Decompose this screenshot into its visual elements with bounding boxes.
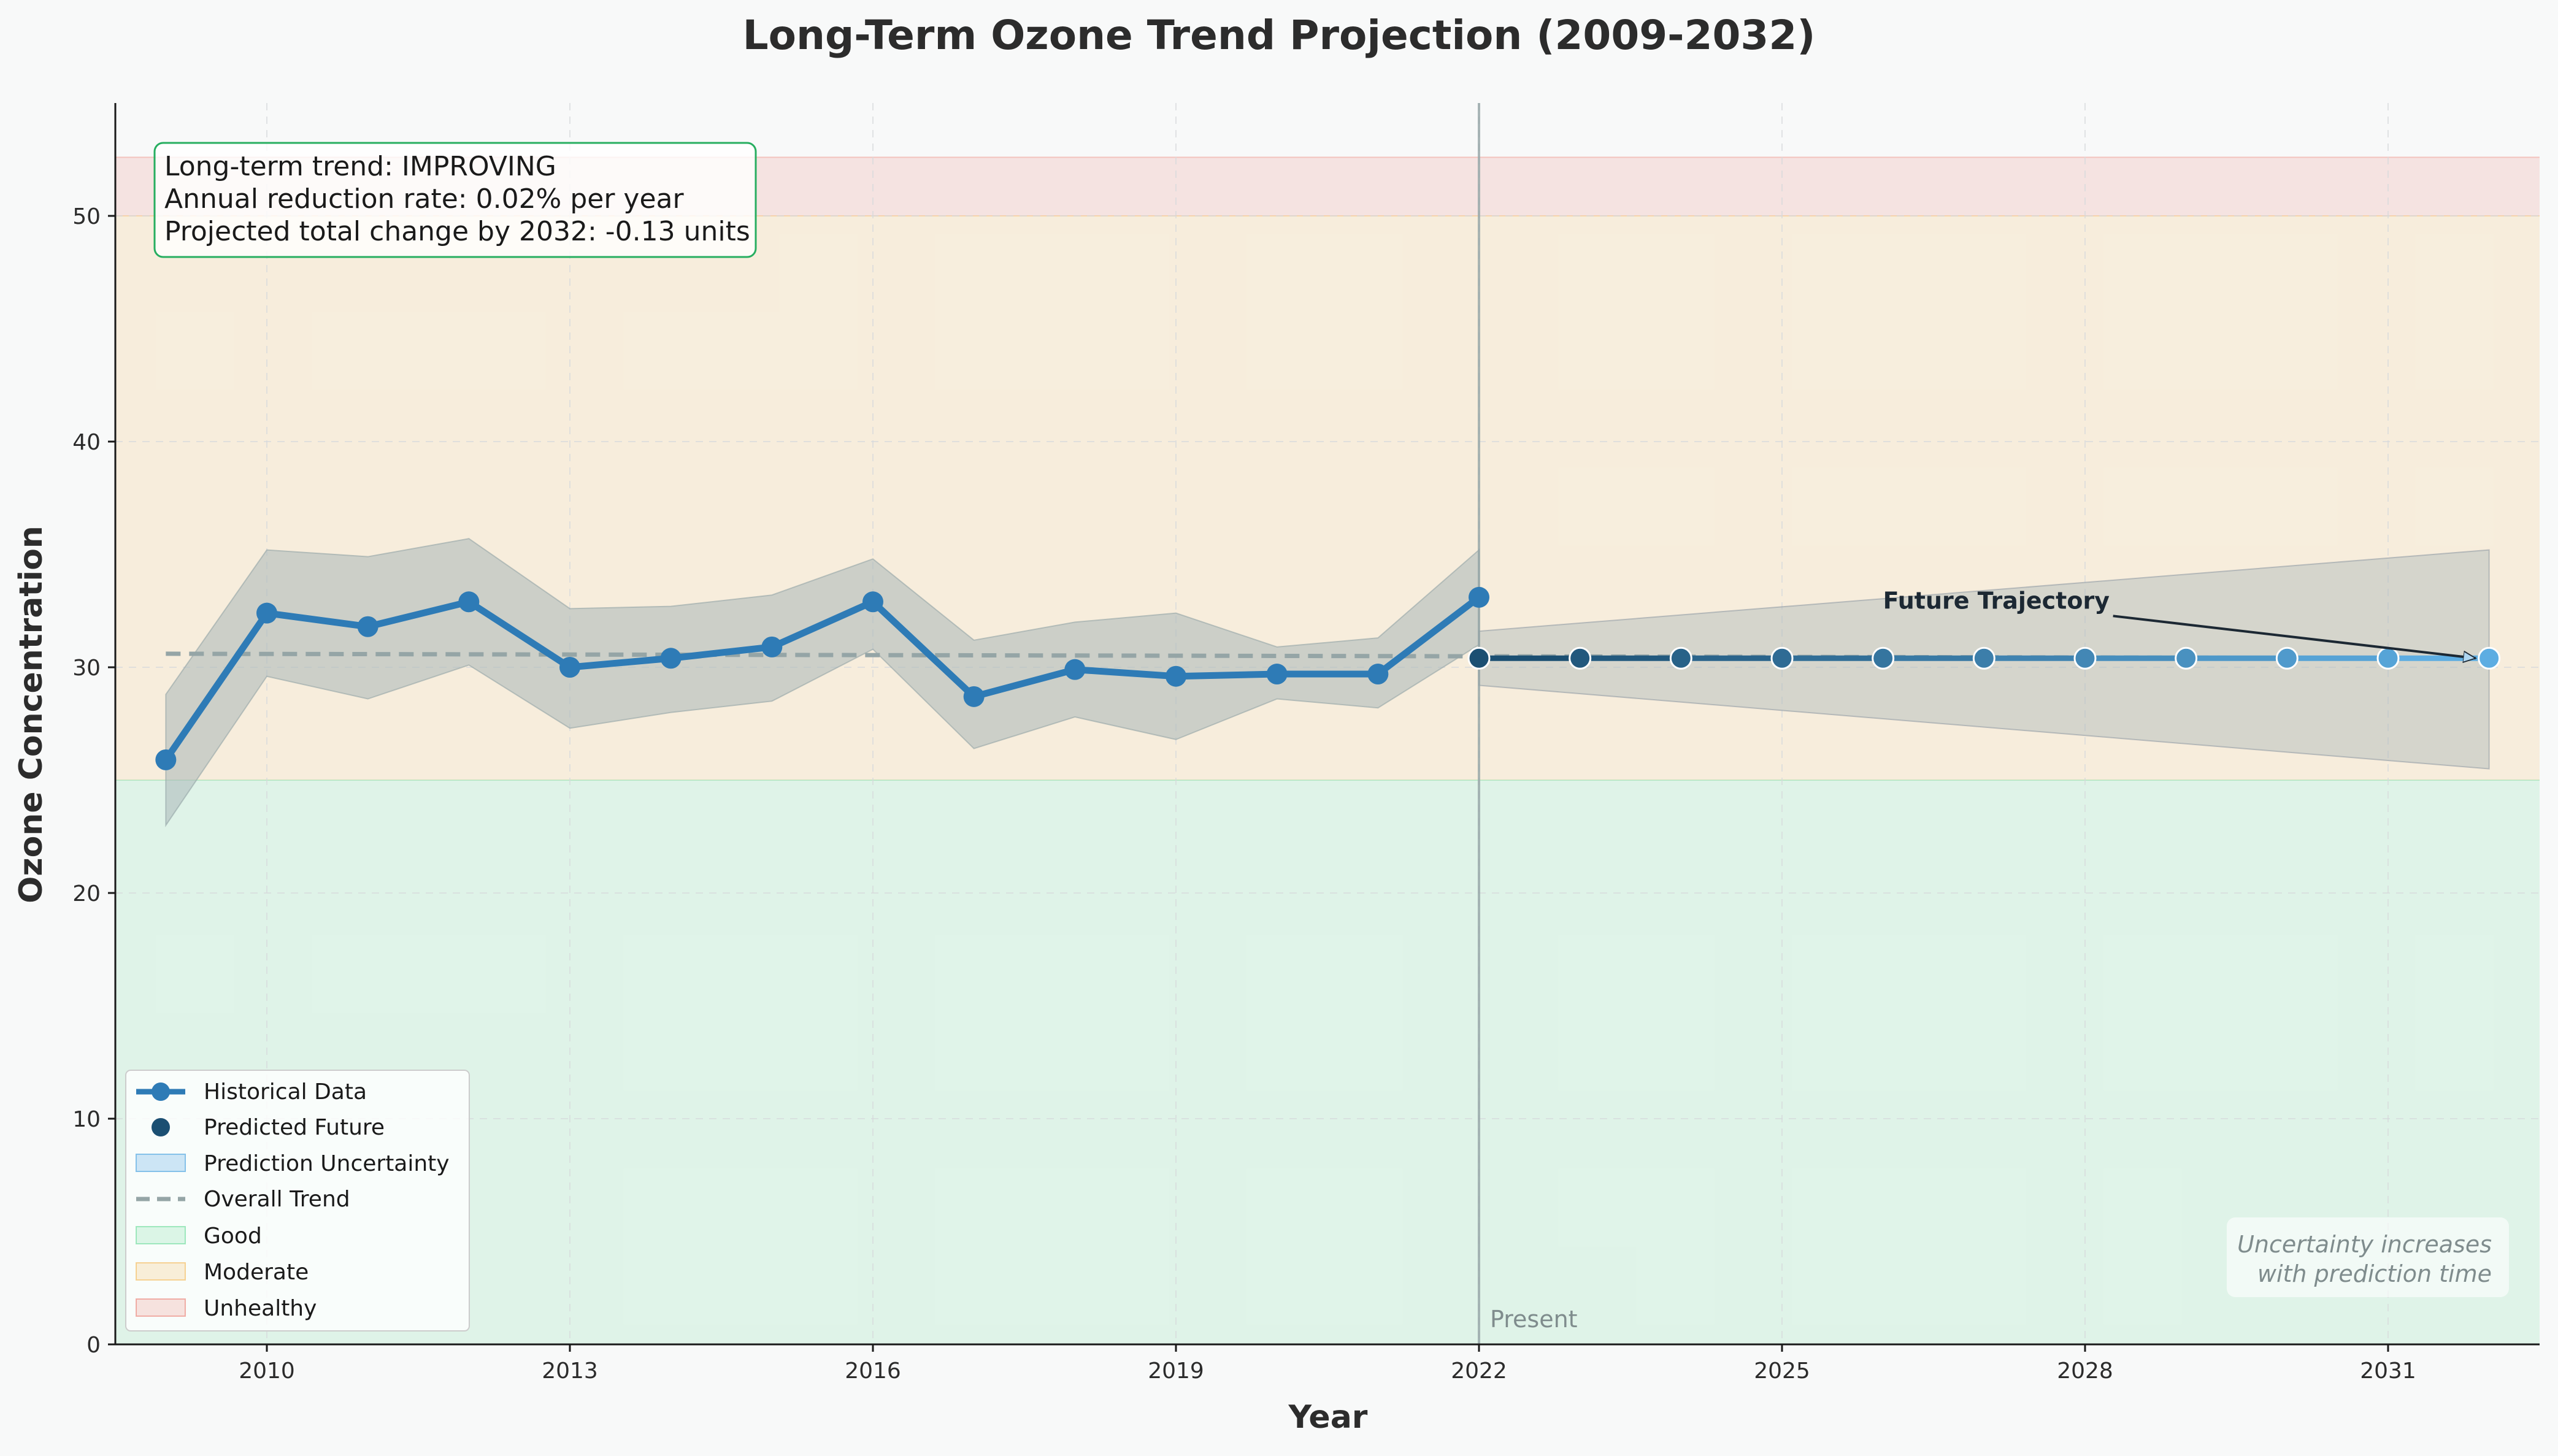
legend-label-trend: Overall Trend <box>204 1187 350 1212</box>
historical-point-2014 <box>660 648 682 669</box>
predicted-point-2024 <box>1669 646 1692 670</box>
historical-point-2012 <box>458 591 480 613</box>
y-tick-label-30: 30 <box>72 656 101 681</box>
x-tick-label-2028: 2028 <box>2057 1358 2113 1384</box>
x-axis-label: Year <box>1288 1399 1368 1436</box>
historical-point-2019 <box>1166 665 1186 687</box>
x-tick-label-2016: 2016 <box>845 1358 901 1384</box>
historical-point-2009 <box>155 749 177 770</box>
chart-title: Long-Term Ozone Trend Projection (2009-2… <box>743 12 1816 59</box>
note-line-2: with prediction time <box>2257 1260 2492 1287</box>
note-line-1: Uncertainty increases <box>2237 1231 2492 1258</box>
legend-swatch-good <box>136 1226 186 1244</box>
legend-item-moderate: Moderate <box>136 1260 309 1285</box>
info-line-rate: Annual reduction rate: 0.02% per year <box>164 183 685 215</box>
plot-background <box>115 103 2540 1344</box>
info-box-frame <box>153 142 757 258</box>
info-line-trend: Long-term trend: IMPROVING <box>164 151 556 182</box>
historical-point-2020 <box>1266 664 1288 685</box>
y-tick-label-0: 0 <box>86 1333 101 1358</box>
legend-label-moderate: Moderate <box>204 1260 309 1285</box>
legend-swatch-historical-marker <box>152 1082 170 1101</box>
predicted-point-2027 <box>1972 646 1995 670</box>
legend-frame <box>125 1070 470 1331</box>
annotations: Present Future Trajectory <box>1490 587 2476 1333</box>
legend-item-good: Good <box>136 1224 262 1249</box>
legend-swatch-moderate <box>136 1262 186 1281</box>
risk-zones <box>115 156 2540 1344</box>
historical-point-2015 <box>761 636 783 657</box>
legend-item-trend: Overall Trend <box>136 1187 350 1212</box>
historical-point-2022 <box>1469 586 1489 608</box>
plot-area <box>115 103 2540 1344</box>
legend-label-historical: Historical Data <box>204 1079 367 1105</box>
zone-good <box>115 780 2540 1344</box>
series-lines <box>163 103 2489 1344</box>
historical-line <box>163 594 1481 762</box>
historical-point-2011 <box>357 616 378 637</box>
historical-point-2016 <box>862 591 883 613</box>
x-tick-label-2022: 2022 <box>1451 1358 1507 1384</box>
legend-label-good: Good <box>204 1224 262 1249</box>
y-tick-label-10: 10 <box>72 1107 101 1132</box>
legend: Historical Data Predicted Future Predict… <box>125 1070 470 1331</box>
legend-item-predicted: Predicted Future <box>152 1115 385 1140</box>
predicted-point-2025 <box>1770 646 1794 670</box>
predicted-point-2022 <box>1467 646 1491 670</box>
historical-point-2010 <box>256 602 277 624</box>
x-tick-label-2025: 2025 <box>1754 1358 1810 1384</box>
info-box: Long-term trend: IMPROVING Annual reduct… <box>153 142 757 258</box>
legend-swatch-uncertainty <box>136 1154 186 1172</box>
x-tick-label-2010: 2010 <box>239 1358 295 1384</box>
historical-point-2013 <box>559 657 580 678</box>
y-tick-label-20: 20 <box>72 881 101 906</box>
legend-label-predicted: Predicted Future <box>204 1115 385 1140</box>
historical-point-2017 <box>963 686 985 707</box>
historical-point-2021 <box>1367 664 1389 685</box>
predicted-point-2032 <box>2478 646 2501 670</box>
y-axis-label: Ozone Concentration <box>13 526 50 903</box>
x-tick-label-2031: 2031 <box>2360 1358 2416 1384</box>
present-label: Present <box>1490 1306 1578 1333</box>
note-frame <box>2227 1217 2509 1297</box>
historical-point-2018 <box>1064 659 1086 680</box>
predicted-point-2031 <box>2376 646 2400 670</box>
legend-item-uncertainty: Prediction Uncertainty <box>136 1151 450 1176</box>
series-points <box>155 586 2501 770</box>
legend-label-unhealthy: Unhealthy <box>204 1296 317 1321</box>
predicted-point-2026 <box>1872 646 1895 670</box>
x-tick-label-2019: 2019 <box>1148 1358 1204 1384</box>
annotation-future-trajectory: Future Trajectory <box>1883 587 2110 614</box>
legend-item-unhealthy: Unhealthy <box>136 1296 317 1321</box>
x-tick-label-2013: 2013 <box>542 1358 598 1384</box>
predicted-point-2028 <box>2073 646 2097 670</box>
legend-label-uncertainty: Prediction Uncertainty <box>204 1151 450 1176</box>
annotation-arrow <box>2113 615 2476 658</box>
predicted-point-2023 <box>1569 646 1592 670</box>
predicted-point-2029 <box>2175 646 2198 670</box>
y-tick-label-50: 50 <box>72 204 101 229</box>
axes: 2010 2013 2016 2019 2022 2025 2028 2031 0 10 20 30 4… <box>72 103 2540 1384</box>
info-line-change: Projected total change by 2032: -0.13 un… <box>164 216 750 247</box>
y-tick-label-40: 40 <box>72 430 101 455</box>
uncertainty-note: Uncertainty increases with prediction ti… <box>2227 1217 2509 1297</box>
legend-swatch-unhealthy <box>136 1298 186 1317</box>
legend-item-historical: Historical Data <box>136 1079 367 1105</box>
legend-swatch-predicted <box>152 1118 170 1136</box>
predicted-point-2030 <box>2275 646 2299 670</box>
